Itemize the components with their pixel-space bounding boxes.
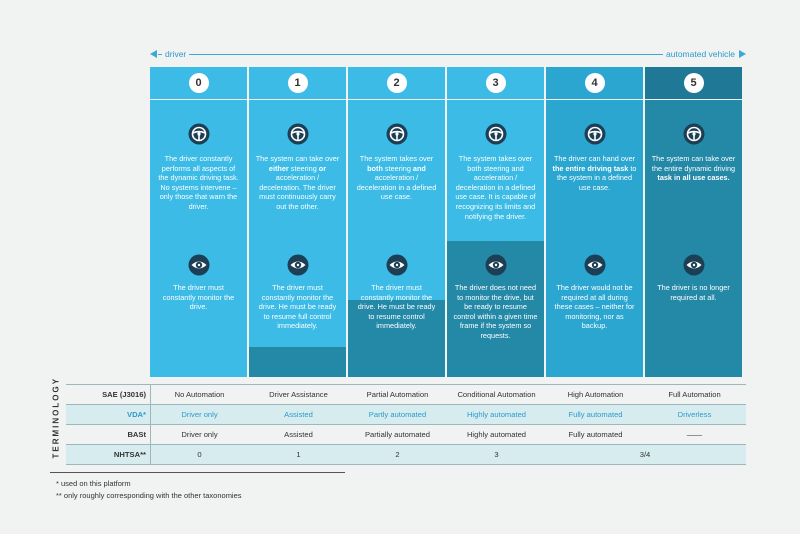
table-cell: Assisted [284,430,313,439]
driver-to-automation-arrow: driver automated vehicle [150,47,746,61]
level-0-column: 0 The driver constantly performs all asp… [150,67,247,377]
arrow-label-automated-vehicle: automated vehicle [663,47,738,61]
terminology-row: VDA* Driver only Assisted Partly automated H… [66,404,746,424]
eye-icon [683,254,705,276]
level-3-monitor-text: The driver does not need to monitor the … [453,283,538,340]
arrow-line [158,54,738,55]
steering-wheel-icon [683,123,705,145]
level-5-monitor-text: The driver is no longer required at all. [657,283,730,302]
table-cell: —— [686,430,703,439]
table-cell: 1 [296,450,301,459]
level-number-badge: 5 [683,73,704,93]
header-divider [150,99,247,100]
terminology-table: SAE (J3016) No Automation Driver Assistanc… [66,384,746,465]
level-4-task-text: The driver can hand over the entire driv… [552,154,637,192]
level-number-badge: 3 [485,73,506,93]
table-cell: Fully automated [568,410,623,419]
level-number-badge: 1 [287,73,308,93]
steering-wheel-icon [188,123,210,145]
header-divider [546,99,643,100]
footnote-divider [50,472,345,473]
table-cell: Driver only [181,410,218,419]
table-cell: High Automation [567,390,624,399]
level-3-column: 3 The system takes over both steering an… [447,67,544,377]
header-divider [348,99,445,100]
level-1-monitor-text: The driver must constantly monitor the d… [258,283,337,331]
header-divider [249,99,346,100]
level-5-task-text: The system can take over the entire dyna… [651,154,736,183]
level-2-header: 2 [348,67,445,99]
row-label: SAE (J3016) [102,390,146,399]
level-3-header: 3 [447,67,544,99]
table-cell: Fully automated [568,430,623,439]
table-cell: Driver only [181,430,218,439]
table-cell: Driverless [677,410,712,419]
terminology-row: NHTSA** 0 1 2 3 3/4 [66,444,746,465]
eye-icon [485,254,507,276]
level-5-body [645,100,742,377]
steering-wheel-icon [584,123,606,145]
level-0-body [150,100,247,377]
level-4-monitor-text: The driver would not be required at all … [554,283,635,331]
row-label: BASt [127,430,146,439]
table-cell: 2 [395,450,400,459]
level-3-task-text: The system takes over both steering and … [455,154,536,221]
level-5-column: 5 The system can take over the entire dy… [645,67,742,377]
row-label: NHTSA** [113,450,146,459]
steering-wheel-icon [287,123,309,145]
table-cell: 3/4 [639,450,651,459]
level-2-shade [348,300,445,377]
table-cell: Highly automated [466,430,527,439]
row-label: VDA* [127,410,146,419]
level-1-body [249,100,346,377]
steering-wheel-icon [485,123,507,145]
eye-icon [188,254,210,276]
table-cell: Highly automated [466,410,527,419]
terminology-row: BASt Driver only Assisted Partially automat… [66,424,746,444]
level-5-header: 5 [645,67,742,99]
table-cell: Driver Assistance [269,390,328,399]
level-4-body [546,100,643,377]
table-cell: Assisted [284,410,313,419]
level-2-task-text: The system takes over both steering and … [356,154,437,202]
level-1-header: 1 [249,67,346,99]
terminology-label: TERMINOLOGY [51,376,61,459]
level-4-column: 4 The driver can hand over the entire dr… [546,67,643,377]
eye-icon [584,254,606,276]
level-4-header: 4 [546,67,643,99]
terminology-row: SAE (J3016) No Automation Driver Assistanc… [66,384,746,404]
header-divider [645,99,742,100]
level-number-badge: 0 [188,73,209,93]
level-1-task-text: The system can take over either steering… [255,154,340,211]
table-cell: 3 [494,450,499,459]
level-1-shade [249,347,346,377]
level-1-column: 1 The system can take over either steeri… [249,67,346,377]
arrow-label-driver: driver [162,47,190,61]
arrow-right-head-icon [739,50,746,58]
table-cell: Partially automated [364,430,430,439]
level-0-monitor-text: The driver must constantly monitor the d… [162,283,235,312]
table-cell: Conditional Automation [457,390,536,399]
level-number-badge: 2 [386,73,407,93]
table-cell: 0 [197,450,202,459]
steering-wheel-icon [386,123,408,145]
arrow-left-head-icon [150,50,157,58]
level-0-header: 0 [150,67,247,99]
header-divider [447,99,544,100]
eye-icon [386,254,408,276]
footnote-1: * used on this platform [56,479,131,488]
table-cell: No Automation [174,390,225,399]
table-cell: Partly automated [368,410,427,419]
level-2-monitor-text: The driver must constantly monitor the d… [357,283,436,331]
table-cell: Full Automation [668,390,721,399]
level-number-badge: 4 [584,73,605,93]
level-0-task-text: The driver constantly performs all aspec… [158,154,239,211]
eye-icon [287,254,309,276]
footnote-2: ** only roughly corresponding with the o… [56,491,242,500]
level-2-column: 2 The system takes over both steering an… [348,67,445,377]
table-cell: Partial Automation [366,390,429,399]
